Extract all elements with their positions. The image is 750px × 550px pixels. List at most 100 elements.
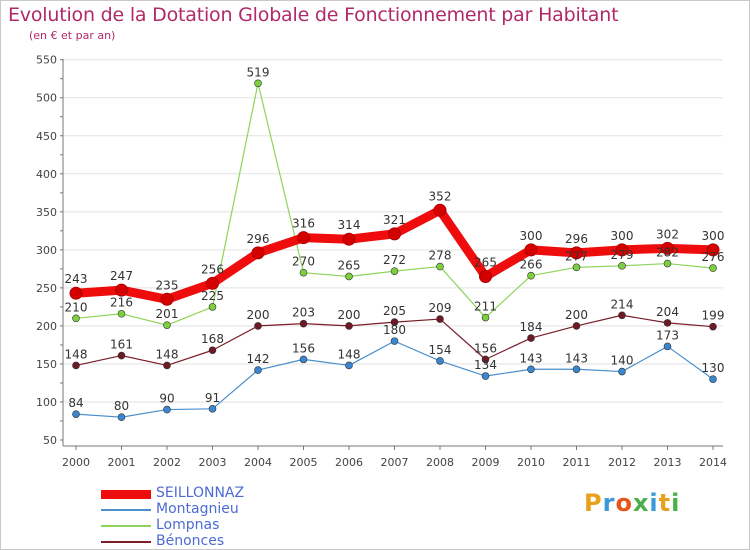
data-label-montagnieu: 180 bbox=[383, 323, 406, 337]
data-label-lompnas: 216 bbox=[110, 296, 133, 310]
logo-letter: i bbox=[649, 489, 659, 517]
data-label-montagnieu: 90 bbox=[159, 392, 174, 406]
data-point-benonces bbox=[618, 311, 626, 320]
data-point-lompnas bbox=[709, 264, 717, 272]
data-point-montagnieu bbox=[436, 357, 444, 365]
data-label-benonces: 148 bbox=[156, 347, 179, 361]
data-point-lompnas bbox=[390, 267, 399, 275]
data-point-benonces bbox=[254, 322, 262, 330]
data-point-seillonnaz bbox=[160, 292, 174, 306]
legend-item: Lompnas bbox=[101, 517, 321, 533]
data-point-montagnieu bbox=[117, 413, 126, 421]
data-point-benonces bbox=[663, 319, 672, 327]
data-point-montagnieu bbox=[572, 365, 581, 374]
data-labels: 84 80 90 91 142 156 148 180 154 134 143 143 140 173 13… bbox=[65, 65, 725, 413]
data-label-lompnas: 277 bbox=[565, 249, 588, 263]
legend-label: Montagnieu bbox=[156, 501, 239, 517]
data-label-seillonnaz: 256 bbox=[201, 262, 224, 276]
data-label-benonces: 203 bbox=[292, 306, 315, 320]
data-point-seillonnaz bbox=[615, 243, 629, 257]
x-tick-label: 2009 bbox=[472, 456, 500, 469]
data-label-montagnieu: 80 bbox=[114, 399, 129, 413]
data-label-benonces: 209 bbox=[429, 301, 452, 315]
x-tick-label: 2002 bbox=[153, 456, 181, 469]
y-tick-label: 250 bbox=[36, 282, 57, 295]
series bbox=[69, 79, 720, 421]
data-point-lompnas bbox=[481, 313, 490, 322]
data-point-montagnieu bbox=[390, 337, 399, 345]
data-label-lompnas: 201 bbox=[156, 307, 179, 321]
data-point-benonces bbox=[345, 322, 353, 330]
data-point-benonces bbox=[72, 361, 80, 370]
data-label-montagnieu: 140 bbox=[611, 354, 634, 368]
data-label-montagnieu: 148 bbox=[338, 347, 361, 361]
data-point-lompnas bbox=[527, 271, 535, 280]
data-label-lompnas: 278 bbox=[429, 249, 452, 263]
data-label-benonces: 205 bbox=[383, 304, 406, 318]
data-label-benonces: 199 bbox=[702, 309, 725, 323]
data-label-montagnieu: 130 bbox=[702, 361, 725, 375]
data-point-benonces bbox=[709, 322, 717, 331]
data-label-lompnas: 211 bbox=[474, 300, 497, 314]
data-label-montagnieu: 154 bbox=[429, 343, 452, 357]
data-label-benonces: 214 bbox=[611, 297, 634, 311]
data-label-lompnas: 225 bbox=[201, 289, 224, 303]
y-tick-label: 550 bbox=[36, 54, 57, 67]
x-tick-label: 2007 bbox=[381, 456, 409, 469]
data-point-montagnieu bbox=[481, 372, 490, 380]
data-point-lompnas bbox=[663, 259, 672, 268]
logo-letter: P bbox=[584, 489, 603, 517]
data-point-montagnieu bbox=[663, 342, 672, 351]
y-tick-label: 200 bbox=[36, 320, 57, 333]
data-point-benonces bbox=[117, 351, 126, 360]
data-label-montagnieu: 84 bbox=[68, 396, 83, 410]
data-label-seillonnaz: 316 bbox=[292, 217, 315, 231]
x-tick-label: 2000 bbox=[62, 456, 90, 469]
data-label-benonces: 200 bbox=[338, 308, 361, 322]
legend-swatch bbox=[101, 525, 151, 527]
data-point-lompnas bbox=[572, 263, 581, 272]
data-label-benonces: 200 bbox=[247, 308, 270, 322]
x-tick-label: 2003 bbox=[199, 456, 227, 469]
data-label-lompnas: 265 bbox=[338, 258, 361, 272]
data-label-benonces: 200 bbox=[565, 308, 588, 322]
data-point-lompnas bbox=[117, 309, 126, 318]
data-label-benonces: 161 bbox=[110, 338, 133, 352]
data-label-benonces: 204 bbox=[656, 305, 679, 319]
data-point-lompnas bbox=[163, 321, 171, 329]
data-point-montagnieu bbox=[72, 410, 80, 418]
x-tick-label: 2013 bbox=[654, 456, 682, 469]
data-label-seillonnaz: 235 bbox=[156, 278, 179, 292]
data-label-seillonnaz: 302 bbox=[656, 227, 679, 241]
legend-label: Lompnas bbox=[156, 517, 220, 533]
data-point-benonces bbox=[572, 322, 581, 330]
data-label-lompnas: 282 bbox=[656, 246, 679, 260]
data-point-seillonnaz bbox=[206, 276, 219, 290]
legend-label: SEILLONNAZ bbox=[156, 485, 245, 501]
legend-swatch bbox=[101, 541, 151, 543]
data-point-seillonnaz bbox=[706, 243, 720, 257]
logo-letter: x bbox=[632, 489, 650, 517]
data-label-lompnas: 210 bbox=[65, 300, 88, 314]
legend-swatch bbox=[101, 509, 151, 511]
logo-letter: r bbox=[602, 489, 616, 517]
data-point-seillonnaz bbox=[524, 243, 538, 257]
legend-item: Bénonces bbox=[101, 533, 321, 549]
data-label-lompnas: 276 bbox=[702, 250, 725, 264]
data-point-seillonnaz bbox=[251, 246, 265, 260]
data-label-lompnas: 266 bbox=[520, 258, 543, 272]
y-tick-label: 100 bbox=[36, 396, 57, 409]
proxiti-logo: Proxiti bbox=[584, 489, 680, 517]
data-point-benonces bbox=[299, 319, 308, 328]
data-point-montagnieu bbox=[527, 365, 535, 374]
data-point-lompnas bbox=[72, 314, 80, 323]
data-label-benonces: 184 bbox=[520, 320, 543, 334]
y-tick-label: 400 bbox=[36, 168, 57, 181]
data-point-seillonnaz bbox=[342, 232, 356, 246]
logo-letter: i bbox=[671, 489, 681, 517]
x-tick-label: 2001 bbox=[108, 456, 136, 469]
data-point-benonces bbox=[390, 318, 399, 326]
data-label-seillonnaz: 247 bbox=[110, 269, 133, 283]
